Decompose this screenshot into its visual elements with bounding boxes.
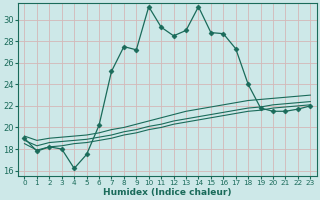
X-axis label: Humidex (Indice chaleur): Humidex (Indice chaleur) — [103, 188, 232, 197]
